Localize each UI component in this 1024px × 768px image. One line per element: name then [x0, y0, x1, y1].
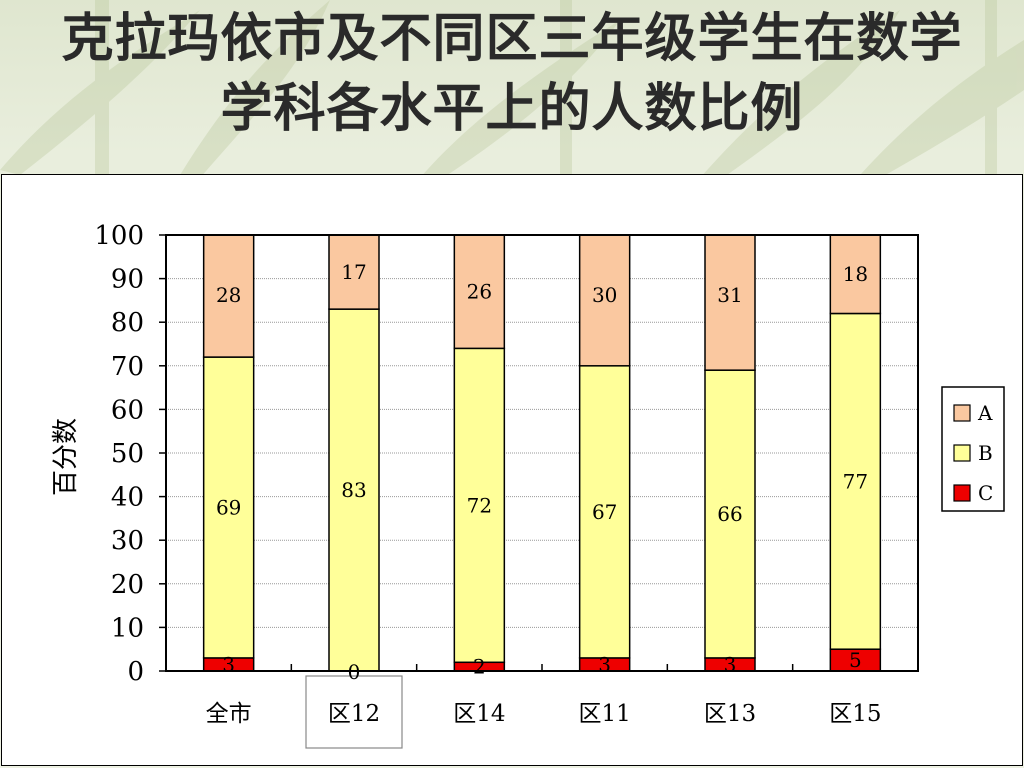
- bar-segment-A-0: [202, 234, 255, 358]
- data-label: 5: [849, 648, 862, 672]
- y-tick-label: 10: [111, 613, 144, 643]
- slide-title-line-1: 克拉玛依市及不同区三年级学生在数学: [61, 9, 963, 69]
- y-tick-label: 80: [111, 308, 144, 338]
- bar-segment-B-2: [453, 347, 506, 664]
- axes: [159, 234, 919, 749]
- data-label: 77: [843, 469, 868, 493]
- y-tick-label: 40: [111, 483, 144, 513]
- x-category-label: 区13: [704, 701, 756, 727]
- bar-segment-A-1: [328, 234, 380, 310]
- legend-label-C: C: [978, 481, 993, 505]
- grid-lines: [166, 234, 918, 628]
- data-label: 0: [348, 660, 361, 684]
- y-tick-label: 70: [111, 352, 144, 382]
- data-label: 26: [467, 280, 492, 304]
- x-category-label: 全市: [206, 701, 252, 727]
- legend-box: [941, 386, 1005, 512]
- bar-segment-B-0: [202, 356, 255, 659]
- stacked-bar-chart: 0 10 20 30 40 50 60 70 80 90 100 百分数 3 69 28 全市 0 83 17 区12…: [51, 221, 1005, 749]
- data-label: 66: [717, 502, 742, 526]
- bar-segment-B-5: [829, 312, 882, 650]
- bar-segment-A-2: [453, 234, 506, 350]
- x-category-label: 区12: [328, 701, 380, 727]
- slide-title-line-2: 学科各水平上的人数比例: [220, 79, 804, 139]
- bar-segment-A-5: [829, 234, 882, 315]
- highlight-box: [305, 675, 403, 749]
- chart-panel: 0 10 20 30 40 50 60 70 80 90 100 百分数 3 69 28 全市 0 83 17 区12…: [1, 174, 1023, 766]
- legend: ABC: [941, 386, 1005, 512]
- y-tick-label: 30: [111, 526, 144, 556]
- x-category-label: 区15: [829, 701, 881, 727]
- x-category-label: 区11: [579, 701, 631, 727]
- y-tick-label: 0: [127, 657, 144, 687]
- bar-segment-A-3: [578, 234, 631, 367]
- data-label: 3: [222, 652, 235, 676]
- data-label: 18: [843, 262, 868, 286]
- data-label: 17: [341, 260, 366, 284]
- data-label: 67: [592, 500, 617, 524]
- data-label: 28: [216, 283, 241, 307]
- data-label: 3: [598, 652, 611, 676]
- legend-swatch-A: [953, 404, 971, 422]
- labels: 0 10 20 30 40 50 60 70 80 90 100 百分数 3 69 28 全市 0 83 17 区12…: [51, 221, 881, 727]
- y-tick-label: 50: [111, 439, 144, 469]
- bar-segment-B-1: [328, 308, 380, 672]
- y-tick-label: 100: [94, 221, 144, 251]
- bar-segment-A-4: [704, 234, 756, 371]
- legend-label-B: B: [978, 441, 993, 465]
- slide-title: 克拉玛依市及不同区三年级学生在数学 学科各水平上的人数比例: [0, 4, 1024, 144]
- data-label: 30: [592, 283, 617, 307]
- data-label: 3: [724, 652, 737, 676]
- data-label: 31: [717, 283, 742, 307]
- y-tick-label: 60: [111, 395, 144, 425]
- y-axis-label: 百分数: [51, 418, 81, 496]
- bars: [202, 234, 882, 672]
- data-label: 2: [473, 655, 486, 679]
- legend-label-A: A: [977, 401, 993, 425]
- bar-segment-B-3: [578, 365, 631, 659]
- x-category-label: 区14: [453, 701, 505, 727]
- bar-segment-B-4: [704, 369, 756, 659]
- bamboo-background-decoration: [0, 0, 1024, 180]
- legend-swatch-B: [953, 444, 971, 462]
- data-label: 83: [341, 478, 366, 502]
- data-label: 72: [467, 493, 492, 517]
- data-label: 69: [216, 496, 241, 520]
- legend-swatch-C: [953, 484, 971, 502]
- y-tick-label: 90: [111, 265, 144, 295]
- y-tick-label: 20: [111, 570, 144, 600]
